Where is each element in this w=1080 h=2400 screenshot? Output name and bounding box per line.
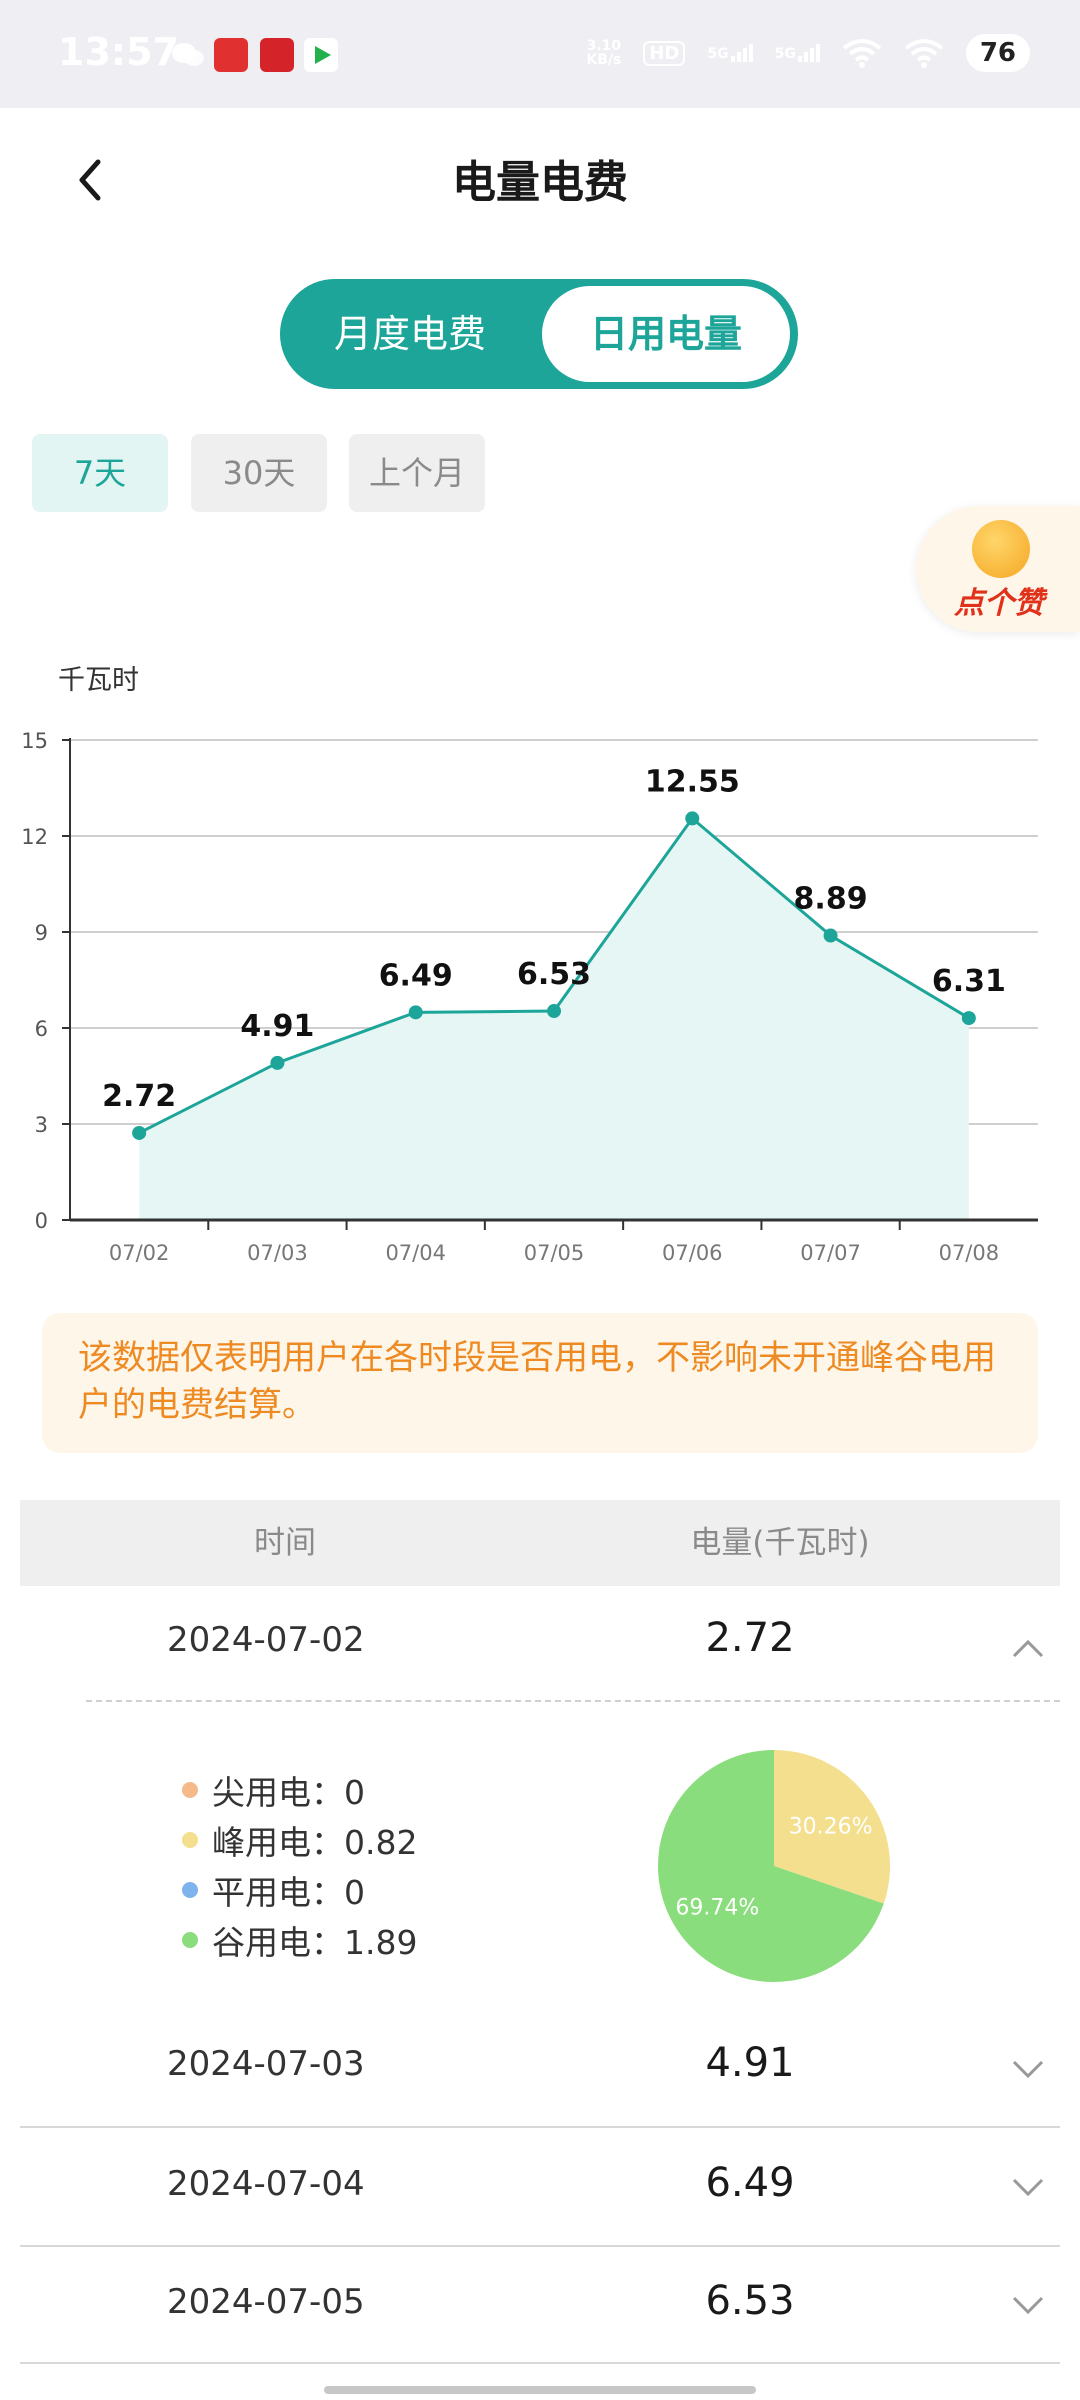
x-tick-label: 07/03 [247, 1241, 308, 1265]
row-value: 6.53 [705, 2278, 795, 2324]
app-icon-2 [260, 38, 294, 72]
row-date: 2024-07-05 [167, 2282, 365, 2322]
tab-daily-usage[interactable]: 日用电量 [542, 286, 790, 382]
data-label: 8.89 [794, 882, 868, 917]
app-icon-1 [214, 38, 248, 72]
range-7-days-button[interactable]: 7天 [32, 434, 168, 512]
row-date: 2024-07-03 [167, 2044, 365, 2084]
legend-item-peak: 峰用电：0.82 [182, 1820, 417, 1862]
y-tick-label: 6 [35, 1017, 48, 1041]
data-label: 6.53 [517, 957, 591, 992]
net-speed: 3.10 KB/s [586, 38, 622, 68]
range-last-month-button[interactable]: 上个月 [349, 434, 485, 512]
x-tick-label: 07/02 [109, 1241, 170, 1265]
legend-item-flat: 平用电：0 [182, 1870, 365, 1912]
legend-dot [182, 1832, 198, 1848]
pie-slice [658, 1750, 884, 1982]
status-bar: 13:57 3.10 KB/s HD 5G 5G 76 [0, 0, 1080, 108]
data-label: 6.31 [932, 964, 1006, 999]
column-header-amount: 电量(千瓦时) [690, 1525, 870, 1561]
y-tick-label: 0 [35, 1209, 48, 1233]
hd-badge: HD [643, 40, 686, 66]
chevron-left-icon [79, 159, 101, 201]
signal-5g-2: 5G [775, 44, 820, 62]
data-point [408, 1005, 423, 1020]
x-tick-label: 07/05 [524, 1241, 585, 1265]
row-divider [20, 2245, 1060, 2247]
pie-slice-label: 69.74% [675, 1895, 759, 1920]
status-indicators: 3.10 KB/s HD 5G 5G 76 [586, 30, 1030, 76]
x-tick-label: 07/08 [939, 1241, 1000, 1265]
chevron-down-icon[interactable] [1010, 2286, 1046, 2322]
data-point [685, 811, 700, 826]
notice-text: 该数据仅表明用户在各时段是否用电，不影响未开通峰谷电用户的电费结算。 [78, 1338, 996, 1425]
status-time: 13:57 [58, 30, 179, 74]
y-tick-label: 3 [35, 1113, 48, 1137]
table-header: 时间 电量(千瓦时) [20, 1500, 1060, 1586]
data-point [270, 1055, 285, 1070]
legend-item-sharp: 尖用电：0 [182, 1770, 365, 1812]
data-label: 12.55 [645, 764, 740, 799]
chevron-down-icon[interactable] [1010, 2050, 1046, 2086]
home-indicator[interactable] [324, 2386, 756, 2394]
page-title: 电量电费 [452, 157, 628, 208]
x-tick-label: 07/06 [662, 1241, 723, 1265]
y-tick-label: 12 [21, 825, 48, 849]
like-button[interactable]: 点个赞 [916, 506, 1080, 632]
row-value: 6.49 [705, 2160, 795, 2206]
row-value: 2.72 [705, 1615, 795, 1661]
chevron-up-icon[interactable] [1010, 1630, 1046, 1666]
legend-dot [182, 1782, 198, 1798]
y-tick-label: 9 [35, 921, 48, 945]
usage-pie-chart: 30.26% 69.74% [658, 1750, 890, 1982]
view-toggle: 月度电费 日用电量 [280, 279, 798, 389]
like-label: 点个赞 [954, 586, 1044, 621]
legend-dot [182, 1882, 198, 1898]
column-header-time: 时间 [254, 1525, 316, 1561]
row-divider [20, 2126, 1060, 2128]
wifi-icon [842, 39, 882, 68]
back-button[interactable] [62, 150, 122, 210]
range-30-days-button[interactable]: 30天 [191, 434, 327, 512]
chevron-down-icon[interactable] [1010, 2168, 1046, 2204]
legend-item-valley: 谷用电：1.89 [182, 1920, 417, 1962]
y-axis-label: 千瓦时 [58, 665, 139, 696]
daily-usage-chart: 千瓦时 0 3 6 9 12 15 07/02 07/03 07/04 07/05 07/06 07/… [21, 665, 1038, 1265]
data-point [132, 1125, 147, 1140]
data-point [823, 928, 838, 943]
data-label: 6.49 [379, 958, 453, 993]
row-value: 4.91 [705, 2040, 795, 2086]
row-date: 2024-07-04 [167, 2164, 365, 2204]
row-divider [20, 2362, 1060, 2364]
area-fill [139, 818, 969, 1220]
wechat-icon [172, 43, 204, 66]
data-notice: 该数据仅表明用户在各时段是否用电，不影响未开通峰谷电用户的电费结算。 [42, 1313, 1038, 1453]
x-tick-label: 07/04 [385, 1241, 446, 1265]
battery-indicator: 76 [965, 34, 1030, 72]
data-point [961, 1011, 976, 1026]
app-icon-3 [304, 38, 338, 72]
signal-5g-1: 5G [707, 44, 753, 62]
y-tick-label: 15 [21, 729, 48, 753]
legend-dot [182, 1932, 198, 1948]
x-tick-label: 07/07 [800, 1241, 861, 1265]
smile-emoji-icon [972, 520, 1030, 578]
row-date: 2024-07-02 [167, 1620, 365, 1660]
pie-slice [774, 1750, 890, 1904]
row-detail-divider [86, 1700, 1060, 1702]
data-label: 4.91 [240, 1009, 314, 1044]
data-label: 2.72 [102, 1079, 176, 1114]
tab-monthly-fee[interactable]: 月度电费 [333, 312, 486, 356]
data-point [547, 1004, 561, 1019]
wifi-icon-2 [904, 39, 944, 68]
pie-slice-label: 30.26% [789, 1815, 873, 1840]
